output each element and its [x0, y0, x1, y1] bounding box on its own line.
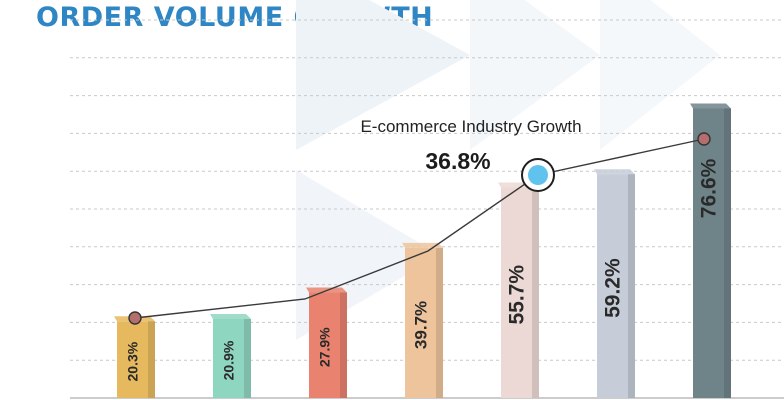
highlight-point [528, 165, 548, 185]
bar-value-label: 59.2% [602, 258, 625, 318]
growth-line-series [128, 132, 711, 325]
bar-series: 20.3% 20.9% 27.9% 39.7% 55.7% 59.2% 76.6% [114, 103, 731, 399]
bar-5: 55.7% [498, 182, 539, 398]
background-arrow [296, 0, 470, 150]
line-point-start [128, 311, 142, 325]
bar-side [244, 318, 251, 398]
bar-value-label: 39.7% [411, 301, 430, 349]
bar-1: 20.3% [114, 316, 155, 398]
bar-4: 39.7% [402, 242, 443, 398]
growth-series-label: E-commerce Industry Growth [360, 117, 581, 136]
bar-side [340, 292, 347, 398]
growth-callout: E-commerce Industry Growth 36.8% [360, 117, 581, 174]
bar-top [594, 169, 635, 175]
bar-side [724, 108, 731, 399]
bar-value-label: 55.7% [506, 265, 529, 325]
bar-value-label: 76.6% [698, 158, 721, 218]
bar-top [210, 313, 251, 319]
growth-highlight-value: 36.8% [425, 148, 490, 174]
bar-side [628, 174, 635, 398]
bar-3: 27.9% [306, 287, 347, 398]
line-point-end [697, 132, 711, 146]
bar-7: 76.6% [690, 103, 731, 399]
background-arrow [470, 0, 600, 150]
bar-6: 59.2% [594, 169, 635, 398]
bar-side [532, 187, 539, 398]
bar-value-label: 20.3% [125, 341, 141, 381]
bar-value-label: 20.9% [221, 340, 237, 380]
bar-side [148, 321, 155, 398]
bar-2: 20.9% [210, 313, 251, 398]
bar-side [436, 247, 443, 398]
bar-top [690, 103, 731, 109]
bar-top [402, 242, 443, 248]
background-arrow [600, 0, 720, 150]
growth-line [134, 138, 705, 319]
bar-value-label: 27.9% [317, 327, 333, 367]
